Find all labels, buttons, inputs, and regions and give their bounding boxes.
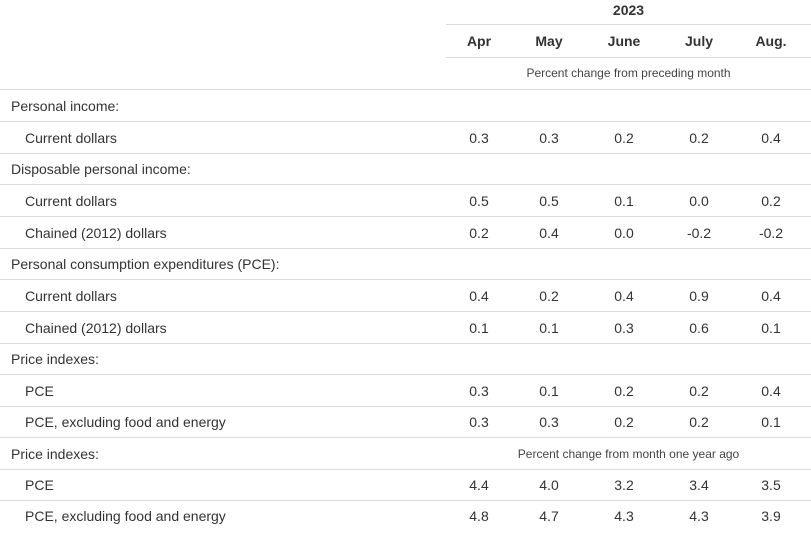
row-label: PCE, excluding food and energy <box>25 508 226 524</box>
value-cell: 0.5 <box>539 192 559 209</box>
unit-note-yearly: Percent change from month one year ago <box>517 446 740 461</box>
section-row: Price indexes: <box>0 343 811 374</box>
value-cell: 0.5 <box>469 192 489 209</box>
value-cell: 0.1 <box>539 319 559 336</box>
section-label: Price indexes: <box>11 445 99 462</box>
table-row: Chained (2012) dollars 0.2 0.4 0.0 -0.2 -0.2 <box>0 216 811 248</box>
section-label: Personal consumption expenditures (PCE): <box>11 256 280 272</box>
value-cell: 3.2 <box>614 477 634 493</box>
value-cell: 4.3 <box>689 508 709 524</box>
value-cell: 0.0 <box>614 224 634 241</box>
value-cell: 0.2 <box>539 287 559 304</box>
table-row: PCE, excluding food and energy 4.8 4.7 4.3 4… <box>0 500 811 531</box>
col-header-aug: Aug. <box>755 33 787 49</box>
value-cell: 0.9 <box>689 287 709 304</box>
value-cell: 0.2 <box>614 129 634 146</box>
value-cell: 0.2 <box>761 192 781 209</box>
row-label: Current dollars <box>25 192 117 209</box>
value-cell: 4.7 <box>539 508 559 524</box>
value-cell: 0.1 <box>469 319 489 336</box>
row-label: Chained (2012) dollars <box>25 224 167 241</box>
row-label: Chained (2012) dollars <box>25 319 167 336</box>
value-cell: 0.2 <box>614 414 634 430</box>
table-row: PCE 4.4 4.0 3.2 3.4 3.5 <box>0 469 811 500</box>
section-row: Personal income: <box>0 89 811 121</box>
section-row: Disposable personal income: <box>0 153 811 184</box>
table-row: PCE 0.3 0.1 0.2 0.2 0.4 <box>0 374 811 406</box>
value-cell: 4.0 <box>539 477 559 493</box>
value-cell: 3.5 <box>761 477 781 493</box>
value-cell: 0.1 <box>761 319 781 336</box>
value-cell: 3.4 <box>689 477 709 493</box>
value-cell: 0.2 <box>469 224 489 241</box>
value-cell: 0.1 <box>539 382 559 399</box>
col-header-july: July <box>684 33 713 49</box>
row-label: Current dollars <box>25 287 117 304</box>
value-cell: 0.3 <box>614 319 634 336</box>
value-cell: 0.4 <box>614 287 634 304</box>
col-header-may: May <box>535 33 563 49</box>
value-cell: 0.1 <box>761 414 781 430</box>
value-cell: -0.2 <box>758 224 784 241</box>
value-cell: 0.3 <box>539 129 559 146</box>
row-label: Current dollars <box>25 129 117 146</box>
table-row: Current dollars 0.4 0.2 0.4 0.9 0.4 <box>0 279 811 311</box>
section-label: Personal income: <box>11 97 120 114</box>
section-row: Personal consumption expenditures (PCE): <box>0 248 811 279</box>
value-cell: 4.8 <box>469 508 489 524</box>
value-cell: 0.1 <box>614 192 634 209</box>
unit-note-monthly: Percent change from preceding month <box>446 57 811 89</box>
table-row: PCE, excluding food and energy 0.3 0.3 0.2 0… <box>0 406 811 437</box>
value-cell: 0.4 <box>761 382 781 399</box>
section-label: Price indexes: <box>11 351 99 367</box>
value-cell: 0.2 <box>689 414 709 430</box>
row-label: PCE, excluding food and energy <box>25 414 226 430</box>
value-cell: 4.3 <box>614 508 634 524</box>
value-cell: 0.2 <box>689 129 709 146</box>
value-cell: 0.3 <box>469 129 489 146</box>
section-label: Disposable personal income: <box>11 161 191 177</box>
value-cell: 0.3 <box>539 414 559 430</box>
value-cell: 0.4 <box>469 287 489 304</box>
table-row: Current dollars 0.3 0.3 0.2 0.2 0.4 <box>0 121 811 153</box>
value-cell: 0.4 <box>761 129 781 146</box>
value-cell: 0.0 <box>689 192 709 209</box>
value-cell: 0.2 <box>689 382 709 399</box>
value-cell: 0.4 <box>539 224 559 241</box>
row-label: PCE <box>25 477 54 493</box>
value-cell: 0.3 <box>469 382 489 399</box>
col-header-june: June <box>607 33 641 49</box>
value-cell: 0.2 <box>614 382 634 399</box>
table-row: Chained (2012) dollars 0.1 0.1 0.3 0.6 0.1 <box>0 311 811 343</box>
year-header: 2023 <box>446 0 811 25</box>
row-label: PCE <box>25 382 54 399</box>
value-cell: 0.4 <box>761 287 781 304</box>
table-row: Current dollars 0.5 0.5 0.1 0.0 0.2 <box>0 184 811 216</box>
section-row: Price indexes: Percent change from month … <box>0 437 811 469</box>
value-cell: 0.3 <box>469 414 489 430</box>
col-header-apr: Apr <box>466 33 492 49</box>
value-cell: 0.6 <box>689 319 709 336</box>
value-cell: 4.4 <box>469 477 489 493</box>
value-cell: -0.2 <box>686 224 712 241</box>
value-cell: 3.9 <box>761 508 781 524</box>
